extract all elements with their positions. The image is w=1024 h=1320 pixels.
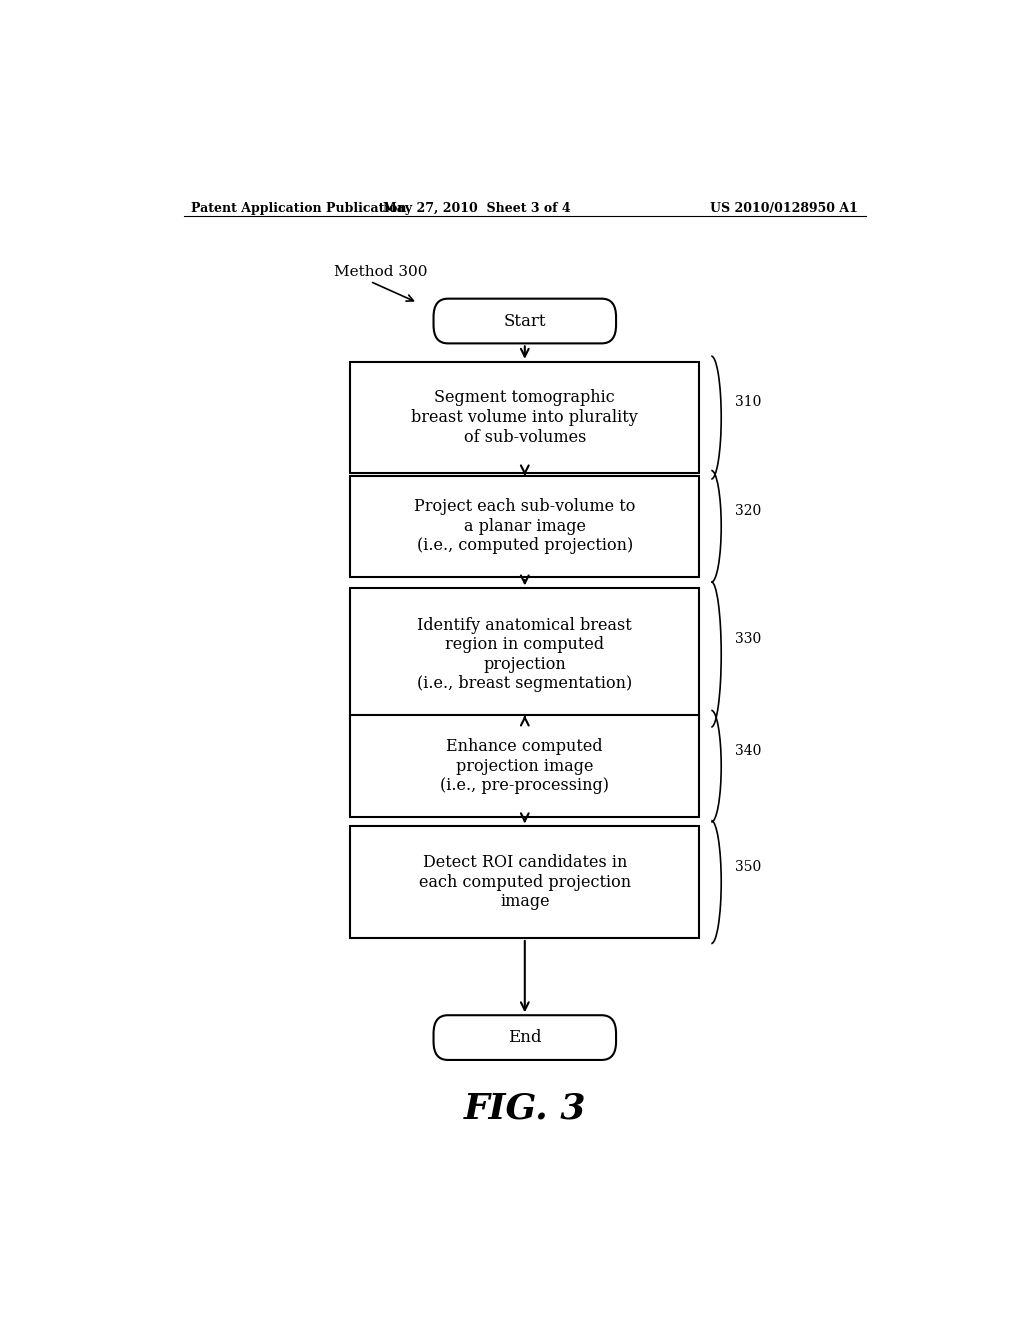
Text: 310: 310 xyxy=(735,395,762,409)
Text: May 27, 2010  Sheet 3 of 4: May 27, 2010 Sheet 3 of 4 xyxy=(383,202,571,215)
Text: US 2010/0128950 A1: US 2010/0128950 A1 xyxy=(711,202,858,215)
FancyBboxPatch shape xyxy=(350,362,699,474)
FancyBboxPatch shape xyxy=(350,826,699,939)
Text: 350: 350 xyxy=(735,859,762,874)
FancyBboxPatch shape xyxy=(350,475,699,577)
Text: Identify anatomical breast
region in computed
projection
(i.e., breast segmentat: Identify anatomical breast region in com… xyxy=(417,616,633,692)
Text: Segment tomographic
breast volume into plurality
of sub-volumes: Segment tomographic breast volume into p… xyxy=(412,389,638,446)
FancyBboxPatch shape xyxy=(433,1015,616,1060)
Text: 320: 320 xyxy=(735,504,762,517)
Text: Detect ROI candidates in
each computed projection
image: Detect ROI candidates in each computed p… xyxy=(419,854,631,911)
Text: FIG. 3: FIG. 3 xyxy=(464,1092,586,1126)
Text: Enhance computed
projection image
(i.e., pre-processing): Enhance computed projection image (i.e.,… xyxy=(440,738,609,795)
FancyBboxPatch shape xyxy=(350,589,699,721)
Text: Start: Start xyxy=(504,313,546,330)
FancyBboxPatch shape xyxy=(433,298,616,343)
Text: 340: 340 xyxy=(735,744,762,758)
Text: Method 300: Method 300 xyxy=(334,265,428,279)
Text: Patent Application Publication: Patent Application Publication xyxy=(191,202,407,215)
Text: 330: 330 xyxy=(735,632,762,647)
Text: Project each sub-volume to
a planar image
(i.e., computed projection): Project each sub-volume to a planar imag… xyxy=(414,498,636,554)
Text: End: End xyxy=(508,1030,542,1045)
FancyBboxPatch shape xyxy=(350,715,699,817)
